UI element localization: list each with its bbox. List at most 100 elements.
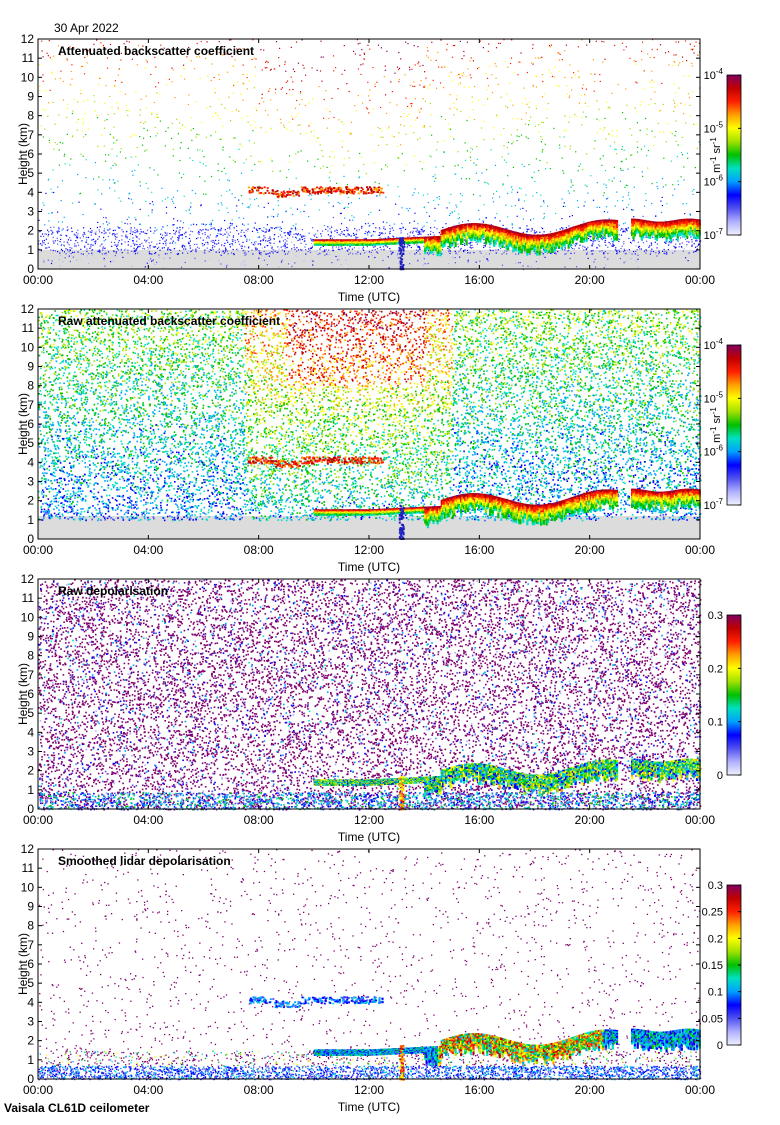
backscatter-point: [483, 222, 484, 223]
backscatter-point: [606, 206, 607, 207]
backscatter-point: [83, 136, 84, 137]
backscatter-point: [304, 205, 305, 206]
backscatter-point: [409, 263, 410, 264]
backscatter-point: [46, 90, 47, 91]
backscatter-point: [646, 155, 647, 156]
backscatter-point: [605, 170, 606, 171]
backscatter-point: [452, 80, 453, 81]
backscatter-point: [149, 251, 150, 252]
backscatter-point: [531, 266, 532, 267]
backscatter-point: [57, 240, 58, 241]
backscatter-point: [154, 230, 155, 231]
backscatter-point: [169, 258, 170, 259]
backscatter-point: [207, 236, 208, 237]
backscatter-point: [312, 241, 313, 242]
backscatter-point: [509, 83, 510, 84]
backscatter-point: [300, 150, 301, 151]
backscatter-point: [541, 122, 542, 123]
backscatter-point: [607, 253, 608, 254]
backscatter-point: [522, 164, 523, 165]
backscatter-point: [536, 76, 537, 77]
backscatter-point: [181, 142, 182, 143]
backscatter-point: [127, 115, 128, 116]
backscatter-point: [131, 251, 132, 252]
backscatter-point: [637, 122, 638, 123]
backscatter-point: [675, 54, 676, 55]
backscatter-point: [413, 228, 414, 229]
backscatter-point: [441, 67, 442, 68]
backscatter-point: [205, 260, 206, 261]
backscatter-point: [678, 65, 679, 66]
backscatter-point: [682, 242, 683, 243]
backscatter-point: [344, 45, 345, 46]
backscatter-point: [333, 70, 334, 71]
backscatter-point: [564, 202, 565, 203]
backscatter-point: [340, 229, 341, 230]
backscatter-point: [654, 136, 655, 137]
backscatter-point: [305, 105, 306, 106]
backscatter-point: [135, 156, 136, 157]
backscatter-point: [511, 187, 512, 188]
backscatter-point: [422, 126, 423, 127]
backscatter-point: [453, 103, 454, 104]
backscatter-point: [354, 228, 355, 229]
backscatter-point: [390, 81, 391, 82]
backscatter-point: [114, 182, 115, 183]
backscatter-point: [692, 190, 693, 191]
backscatter-point: [367, 234, 368, 235]
backscatter-point: [472, 109, 473, 110]
backscatter-point: [146, 149, 147, 150]
backscatter-point: [544, 216, 545, 217]
backscatter-point: [648, 104, 649, 105]
backscatter-point: [240, 246, 241, 247]
backscatter-point: [226, 265, 227, 266]
backscatter-point: [600, 81, 601, 82]
backscatter-point: [127, 252, 128, 253]
backscatter-point: [331, 98, 332, 99]
backscatter-point: [604, 127, 605, 128]
backscatter-point: [367, 82, 368, 83]
backscatter-point: [114, 113, 115, 114]
backscatter-point: [113, 137, 114, 138]
backscatter-point: [468, 261, 469, 262]
backscatter-point: [569, 97, 570, 98]
backscatter-point: [229, 40, 230, 41]
backscatter-point: [416, 252, 417, 253]
backscatter-point: [417, 260, 418, 261]
backscatter-point: [119, 240, 120, 241]
backscatter-point: [233, 84, 234, 85]
backscatter-point: [255, 108, 256, 109]
backscatter-point: [413, 82, 414, 83]
backscatter-point: [682, 203, 683, 204]
backscatter-point: [303, 260, 304, 261]
backscatter-point: [212, 116, 213, 117]
backscatter-point: [401, 230, 402, 231]
backscatter-point: [693, 189, 694, 190]
backscatter-point: [88, 128, 89, 129]
backscatter-point: [555, 67, 556, 68]
backscatter-point: [622, 43, 623, 44]
backscatter-point: [69, 251, 70, 252]
backscatter-point: [379, 195, 380, 196]
backscatter-point: [338, 202, 339, 203]
backscatter-point: [454, 210, 455, 211]
backscatter-point: [168, 127, 169, 128]
backscatter-point: [473, 60, 474, 61]
backscatter-point: [115, 142, 116, 143]
backscatter-point: [59, 149, 60, 150]
backscatter-point: [447, 248, 448, 249]
backscatter-point: [175, 242, 176, 243]
backscatter-point: [517, 74, 518, 75]
backscatter-point: [289, 188, 290, 189]
backscatter-point: [581, 124, 582, 125]
backscatter-point: [80, 154, 81, 155]
backscatter-point: [559, 59, 560, 60]
backscatter-point: [513, 142, 514, 143]
backscatter-point: [416, 245, 417, 246]
backscatter-point: [344, 70, 345, 71]
backscatter-point: [133, 134, 134, 135]
backscatter-point: [358, 248, 359, 249]
backscatter-point: [201, 204, 202, 205]
backscatter-point: [655, 103, 656, 104]
backscatter-point: [428, 57, 429, 58]
